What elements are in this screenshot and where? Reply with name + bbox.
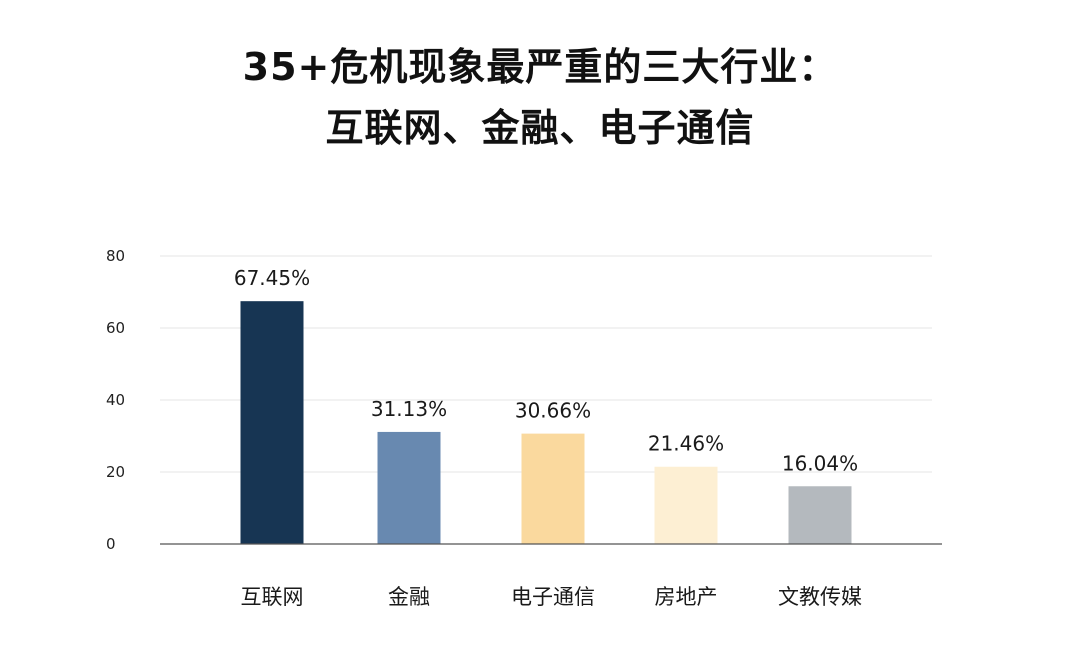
y-tick-label: 40 bbox=[106, 391, 125, 409]
bar-4 bbox=[654, 466, 718, 544]
bars bbox=[240, 301, 852, 544]
y-axis-ticks: 0 20 40 60 80 bbox=[106, 247, 125, 553]
chart-title-line1: 35+危机现象最严重的三大行业： bbox=[242, 45, 838, 89]
bar-1 bbox=[240, 301, 304, 544]
y-tick-label: 20 bbox=[106, 463, 125, 481]
data-label-4: 21.46% bbox=[648, 432, 724, 456]
data-label-2: 31.13% bbox=[371, 397, 447, 421]
chart-title-line2: 互联网、金融、电子通信 bbox=[325, 106, 755, 150]
data-labels: 67.45% 31.13% 30.66% 21.46% 16.04% bbox=[234, 266, 858, 475]
category-label-1: 互联网 bbox=[241, 585, 304, 609]
y-tick-label: 60 bbox=[106, 319, 125, 337]
bar-3 bbox=[521, 433, 585, 544]
y-tick-label: 80 bbox=[106, 247, 125, 265]
bar-2 bbox=[377, 431, 441, 544]
category-label-2: 金融 bbox=[388, 585, 430, 609]
data-label-5: 16.04% bbox=[782, 451, 858, 475]
category-label-5: 文教传媒 bbox=[778, 585, 862, 609]
data-label-3: 30.66% bbox=[515, 399, 591, 423]
y-tick-label: 0 bbox=[106, 535, 116, 553]
category-labels: 互联网 金融 电子通信 房地产 文教传媒 bbox=[241, 585, 863, 609]
bar-5 bbox=[788, 486, 852, 544]
category-label-4: 房地产 bbox=[655, 585, 718, 609]
category-label-3: 电子通信 bbox=[511, 585, 595, 609]
data-label-1: 67.45% bbox=[234, 266, 310, 290]
